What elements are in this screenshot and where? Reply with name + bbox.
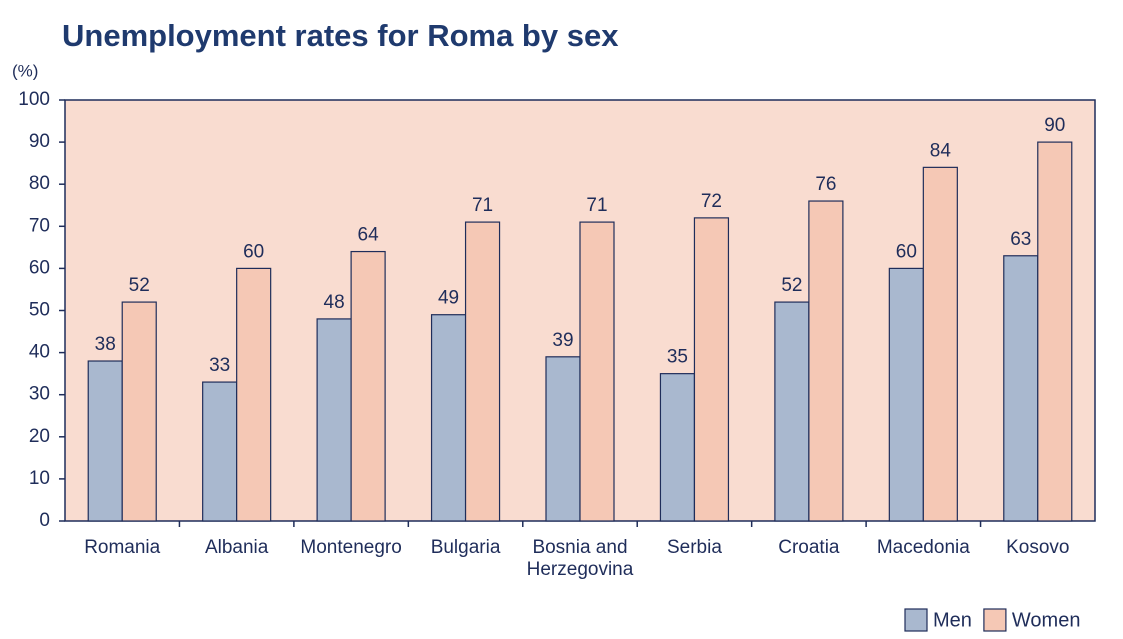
legend-swatch xyxy=(983,608,1007,632)
data-label: 33 xyxy=(209,355,230,376)
bar xyxy=(1037,141,1073,522)
legend-swatch xyxy=(904,608,928,632)
data-label: 38 xyxy=(95,334,116,355)
bar xyxy=(121,301,157,522)
bar xyxy=(430,314,467,522)
bar xyxy=(316,318,352,522)
legend-label: Women xyxy=(1012,609,1081,631)
bar xyxy=(774,301,810,522)
y-tick-label: 20 xyxy=(29,426,50,447)
y-tick-label: 10 xyxy=(29,468,50,489)
bar xyxy=(350,250,386,522)
data-label: 90 xyxy=(1044,115,1065,136)
bar xyxy=(202,381,238,522)
y-tick-label: 0 xyxy=(39,510,50,531)
data-label: 35 xyxy=(667,347,688,368)
bar xyxy=(87,360,123,522)
data-label: 63 xyxy=(1010,229,1031,250)
chart-title: Unemployment rates for Roma by sex xyxy=(62,18,619,53)
bar xyxy=(888,267,924,522)
data-label: 49 xyxy=(438,288,459,309)
x-tick-label: Bosnia and Herzegovina xyxy=(526,537,634,580)
bar xyxy=(808,200,844,522)
x-tick-label: Serbia xyxy=(666,537,722,558)
data-label: 52 xyxy=(129,275,150,296)
y-tick-label: 40 xyxy=(29,342,50,363)
data-label: 72 xyxy=(701,191,722,212)
data-label: 39 xyxy=(552,330,573,351)
data-label: 71 xyxy=(586,195,607,216)
x-tick-label: Bulgaria xyxy=(430,537,501,558)
bar xyxy=(693,217,730,522)
data-label: 60 xyxy=(243,241,264,262)
x-tick-label: Romania xyxy=(84,537,161,558)
y-axis-label: (%) xyxy=(12,61,38,80)
x-tick-label: Croatia xyxy=(778,537,840,558)
bar xyxy=(922,166,958,522)
data-label: 76 xyxy=(815,174,836,195)
bar xyxy=(1003,255,1039,522)
y-tick-label: 100 xyxy=(18,89,50,110)
data-label: 64 xyxy=(358,225,380,246)
bar xyxy=(545,356,581,522)
bar xyxy=(579,221,615,522)
data-label: 60 xyxy=(896,241,917,262)
y-tick-label: 80 xyxy=(29,173,50,194)
data-label: 84 xyxy=(930,140,952,161)
data-label: 71 xyxy=(472,195,493,216)
y-tick-label: 30 xyxy=(29,384,50,405)
y-tick-label: 90 xyxy=(29,131,50,152)
x-tick-label: Macedonia xyxy=(876,537,970,558)
bar xyxy=(464,221,501,522)
data-label: 52 xyxy=(781,275,802,296)
y-tick-label: 50 xyxy=(29,300,50,321)
y-tick-label: 60 xyxy=(29,257,50,278)
x-tick-label: Albania xyxy=(204,537,269,558)
y-tick-label: 70 xyxy=(29,215,50,236)
data-label: 48 xyxy=(324,292,345,313)
x-tick-label: Kosovo xyxy=(1006,537,1070,558)
bar xyxy=(659,373,696,522)
x-tick-label: Montenegro xyxy=(300,537,402,558)
bar xyxy=(236,267,272,522)
legend-label: Men xyxy=(933,609,972,631)
